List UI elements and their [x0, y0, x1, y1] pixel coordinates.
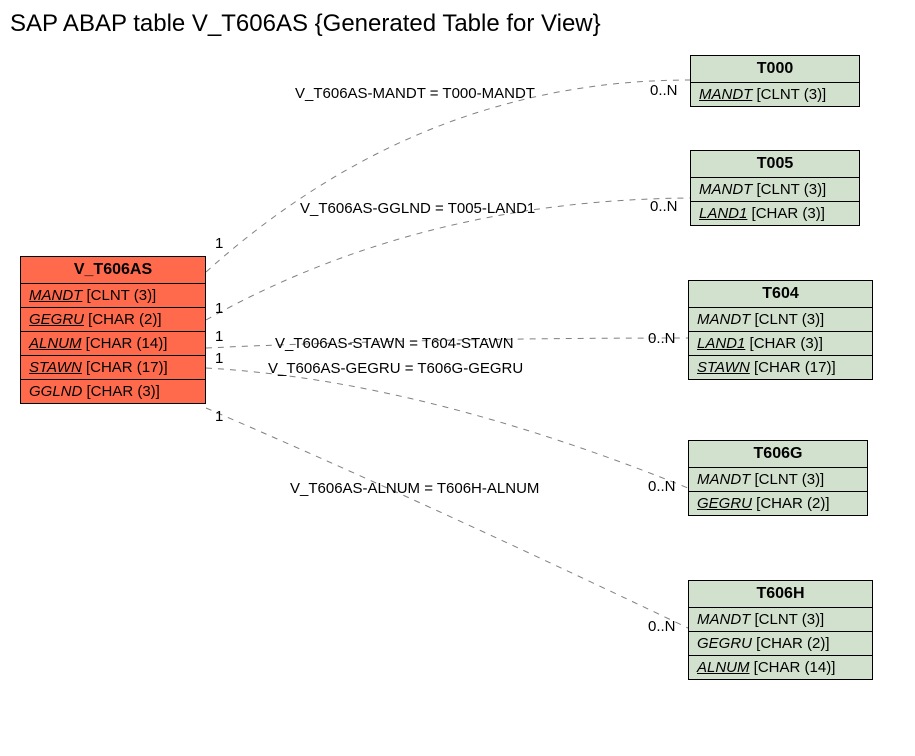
edge-label: V_T606AS-STAWN = T604-STAWN [275, 335, 514, 352]
field-type: [CLNT (3)] [750, 311, 824, 328]
relationship-edge [206, 80, 690, 272]
diagram-canvas: SAP ABAP table V_T606AS {Generated Table… [0, 0, 915, 756]
entity-field: STAWN [CHAR (17)] [689, 356, 872, 379]
entity-field: MANDT [CLNT (3)] [691, 83, 859, 106]
edge-label: V_T606AS-GGLND = T005-LAND1 [300, 200, 535, 217]
field-name: ALNUM [29, 335, 82, 352]
entity-field: MANDT [CLNT (3)] [689, 308, 872, 332]
entity-t606h: T606HMANDT [CLNT (3)]GEGRU [CHAR (2)]ALN… [688, 580, 873, 680]
entity-main-header: V_T606AS [21, 257, 205, 284]
field-name: ALNUM [697, 659, 750, 676]
edge-label: V_T606AS-GEGRU = T606G-GEGRU [268, 360, 523, 377]
field-type: [CLNT (3)] [752, 86, 826, 103]
entity-header: T604 [689, 281, 872, 308]
field-type: [CLNT (3)] [752, 181, 826, 198]
entity-t606g: T606GMANDT [CLNT (3)]GEGRU [CHAR (2)] [688, 440, 868, 516]
field-type: [CHAR (3)] [745, 335, 823, 352]
entity-field: LAND1 [CHAR (3)] [691, 202, 859, 225]
entity-header: T005 [691, 151, 859, 178]
field-type: [CHAR (3)] [747, 205, 825, 222]
entity-t005: T005MANDT [CLNT (3)]LAND1 [CHAR (3)] [690, 150, 860, 226]
entity-field: MANDT [CLNT (3)] [689, 468, 867, 492]
edge-label: V_T606AS-ALNUM = T606H-ALNUM [290, 480, 539, 497]
page-title: SAP ABAP table V_T606AS {Generated Table… [10, 10, 601, 38]
entity-field: GEGRU [CHAR (2)] [689, 632, 872, 656]
field-name: GGLND [29, 383, 82, 400]
field-name: MANDT [697, 471, 750, 488]
entity-field: MANDT [CLNT (3)] [689, 608, 872, 632]
field-name: MANDT [29, 287, 82, 304]
field-name: LAND1 [697, 335, 745, 352]
cardinality-target: 0..N [648, 330, 676, 347]
field-type: [CLNT (3)] [750, 611, 824, 628]
field-type: [CHAR (17)] [750, 359, 836, 376]
relationship-edge [206, 368, 688, 488]
entity-field: ALNUM [CHAR (14)] [689, 656, 872, 679]
field-name: STAWN [697, 359, 750, 376]
cardinality-target: 0..N [650, 198, 678, 215]
field-name: GEGRU [697, 635, 752, 652]
entity-field: MANDT [CLNT (3)] [21, 284, 205, 308]
entity-field: STAWN [CHAR (17)] [21, 356, 205, 380]
entity-main: V_T606AS MANDT [CLNT (3)]GEGRU [CHAR (2)… [20, 256, 206, 404]
field-name: MANDT [699, 86, 752, 103]
field-type: [CHAR (3)] [82, 383, 160, 400]
cardinality-target: 0..N [648, 478, 676, 495]
field-name: GEGRU [697, 495, 752, 512]
field-type: [CHAR (17)] [82, 359, 168, 376]
entity-field: LAND1 [CHAR (3)] [689, 332, 872, 356]
field-name: GEGRU [29, 311, 84, 328]
field-type: [CHAR (14)] [750, 659, 836, 676]
relationship-edge [206, 408, 688, 628]
entity-field: GGLND [CHAR (3)] [21, 380, 205, 403]
cardinality-source: 1 [215, 235, 223, 252]
field-name: LAND1 [699, 205, 747, 222]
field-name: STAWN [29, 359, 82, 376]
field-type: [CLNT (3)] [82, 287, 156, 304]
cardinality-source: 1 [215, 408, 223, 425]
field-type: [CHAR (14)] [82, 335, 168, 352]
field-name: MANDT [697, 311, 750, 328]
field-name: MANDT [699, 181, 752, 198]
cardinality-source: 1 [215, 300, 223, 317]
entity-header: T606H [689, 581, 872, 608]
entity-header: T000 [691, 56, 859, 83]
entity-field: GEGRU [CHAR (2)] [21, 308, 205, 332]
cardinality-target: 0..N [648, 618, 676, 635]
cardinality-target: 0..N [650, 82, 678, 99]
cardinality-source: 1 [215, 328, 223, 345]
entity-header: T606G [689, 441, 867, 468]
field-type: [CHAR (2)] [752, 635, 830, 652]
entity-field: ALNUM [CHAR (14)] [21, 332, 205, 356]
field-name: MANDT [697, 611, 750, 628]
edge-label: V_T606AS-MANDT = T000-MANDT [295, 85, 535, 102]
cardinality-source: 1 [215, 350, 223, 367]
field-type: [CHAR (2)] [752, 495, 830, 512]
entity-field: GEGRU [CHAR (2)] [689, 492, 867, 515]
field-type: [CHAR (2)] [84, 311, 162, 328]
entity-t000: T000MANDT [CLNT (3)] [690, 55, 860, 107]
entity-t604: T604MANDT [CLNT (3)]LAND1 [CHAR (3)]STAW… [688, 280, 873, 380]
entity-field: MANDT [CLNT (3)] [691, 178, 859, 202]
field-type: [CLNT (3)] [750, 471, 824, 488]
